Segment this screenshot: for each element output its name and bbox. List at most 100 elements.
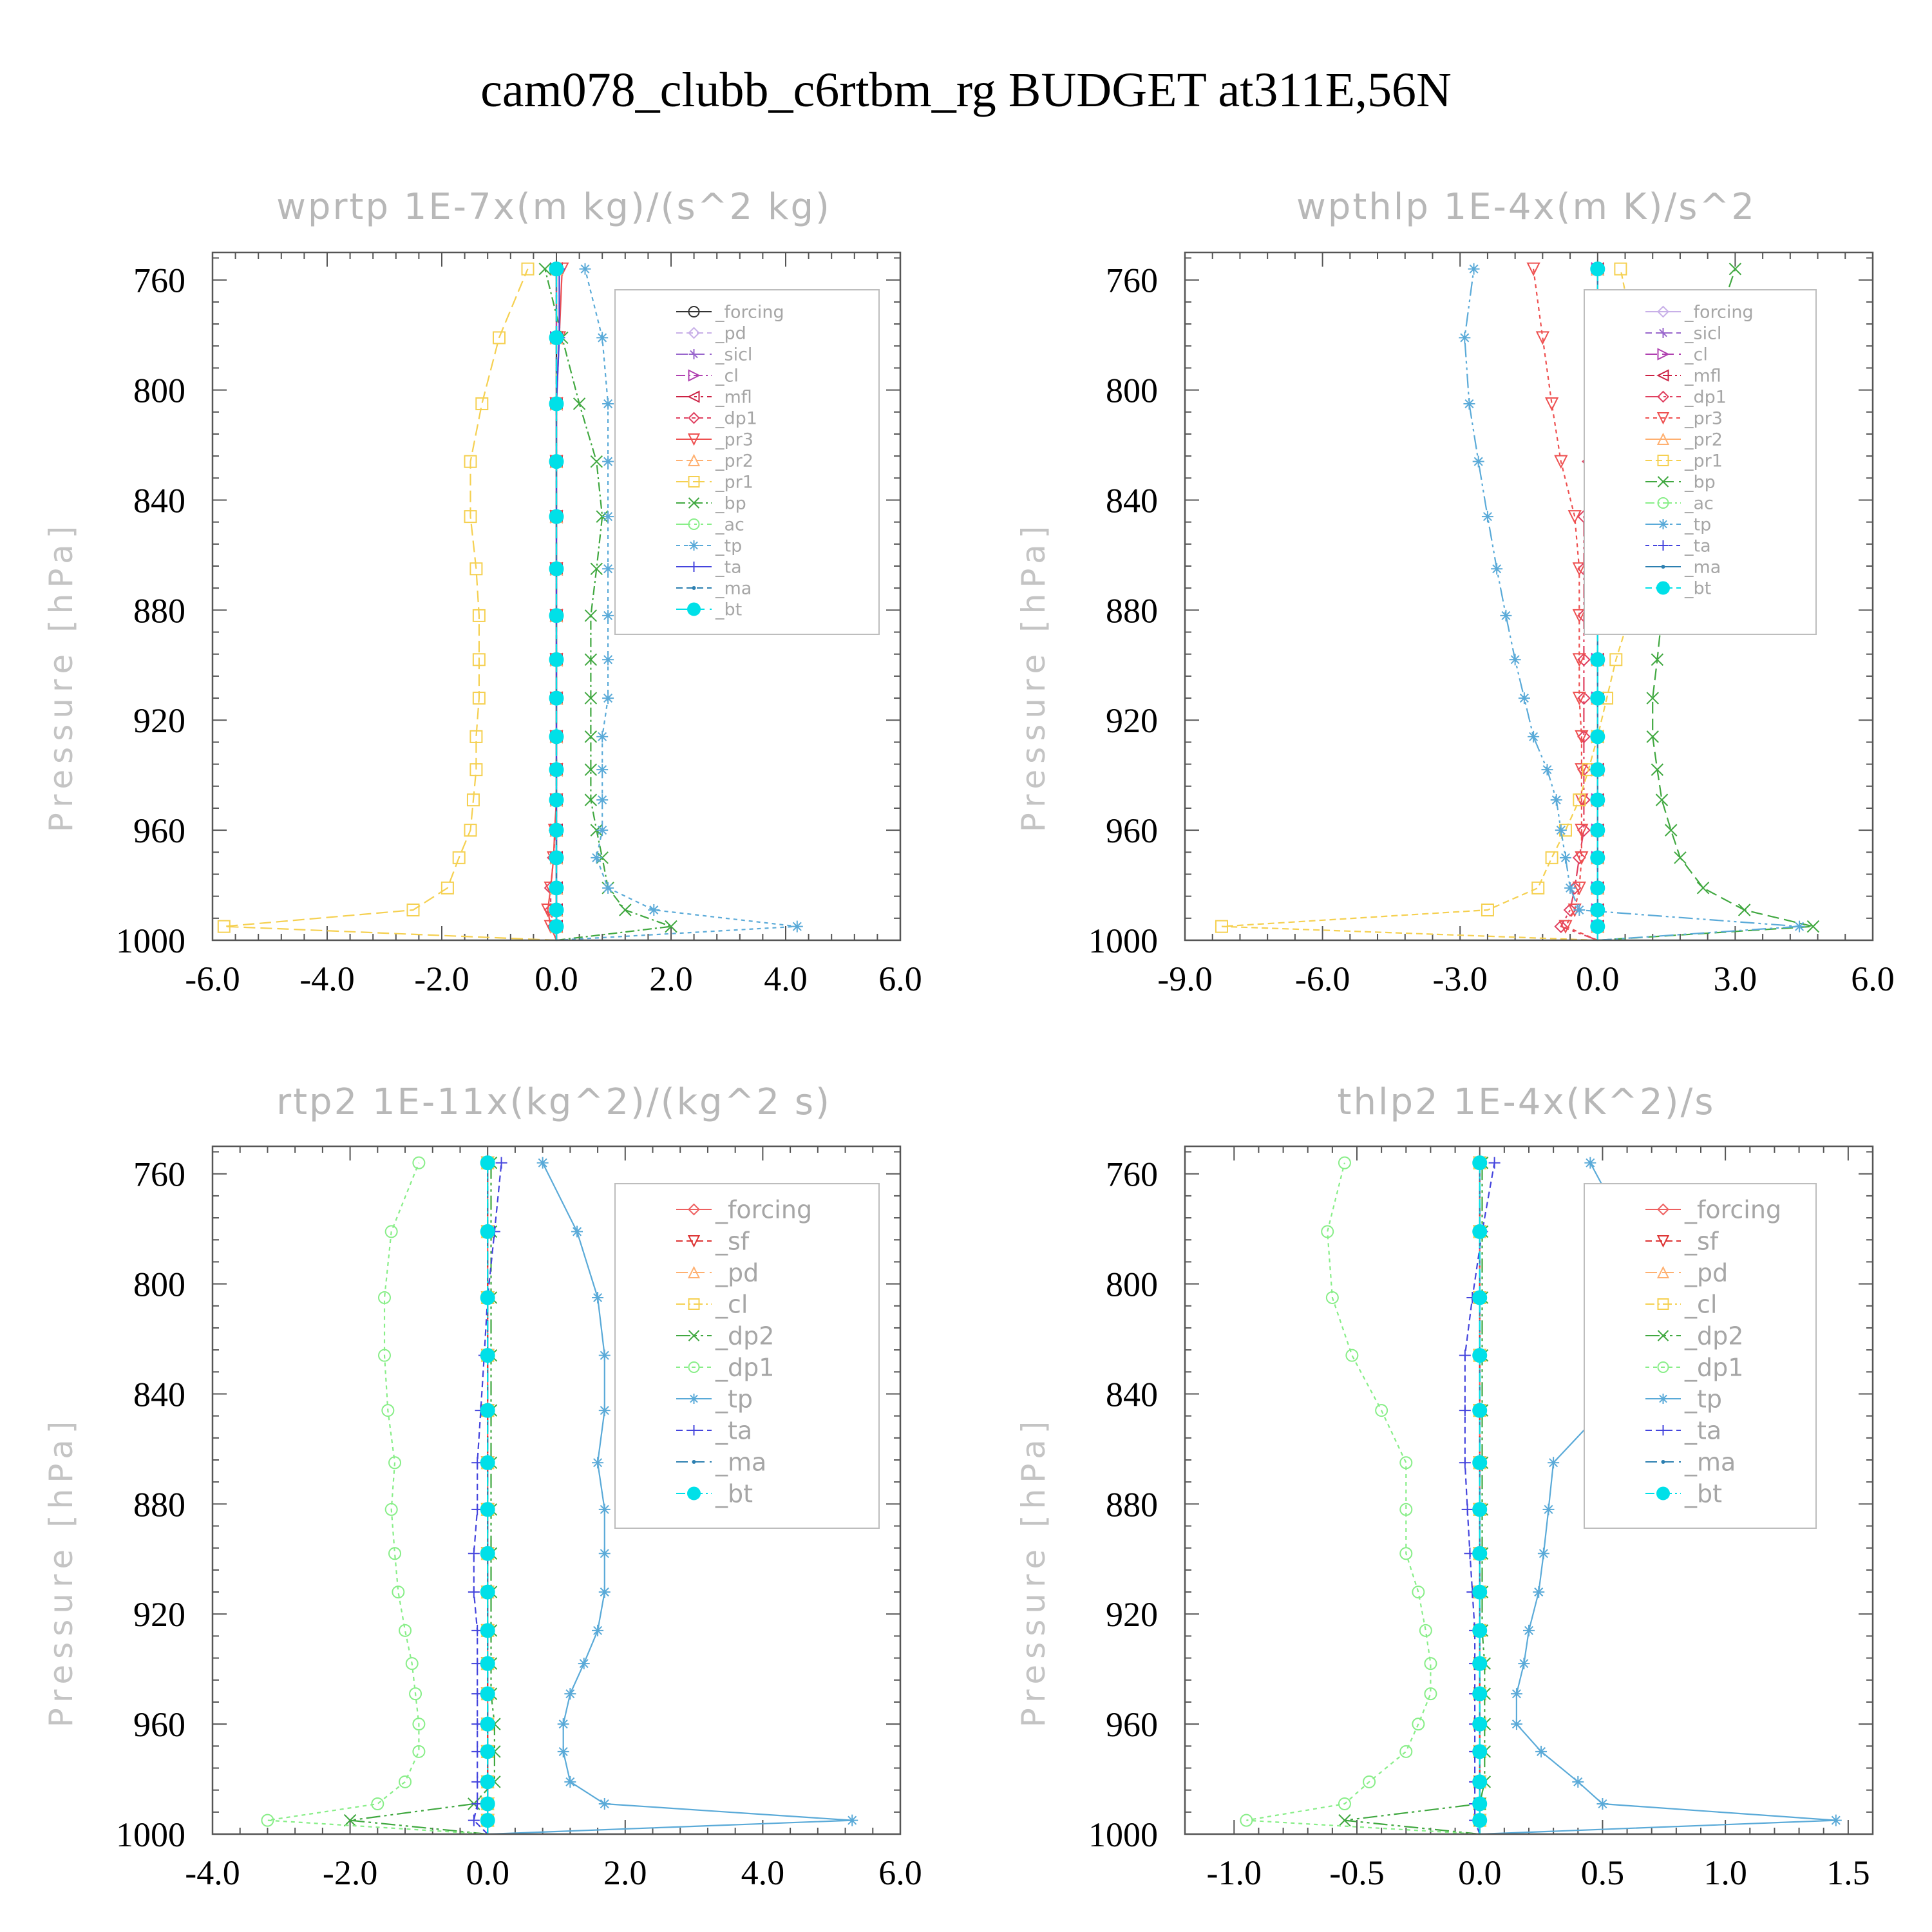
series-point (1575, 763, 1589, 777)
legend-entry: _mfl (715, 388, 752, 408)
legend-marker (1656, 1486, 1670, 1501)
series-point (388, 1456, 402, 1470)
legend-marker (692, 586, 696, 590)
series-point (536, 1157, 549, 1169)
legend-marker (1656, 581, 1670, 595)
series-line (1597, 269, 1814, 942)
legend-entry: _tp (715, 536, 742, 556)
figure-title: cam078_clubb_c6rtbm_rg BUDGET at311E,56N (480, 63, 1452, 117)
legend-marker (1656, 432, 1670, 445)
legend-entry: _dp2 (715, 1322, 774, 1350)
series-point (1535, 331, 1549, 345)
series-point (521, 262, 535, 276)
x-tick-label: -2.0 (414, 960, 469, 998)
series-point (1559, 851, 1571, 864)
series-point (1472, 1656, 1488, 1671)
series-point (469, 730, 483, 743)
legend-box (1584, 289, 1817, 635)
series-point (602, 563, 614, 575)
series-point (480, 1290, 495, 1305)
series-point (1472, 1716, 1488, 1732)
legend-entry: _ac (1684, 494, 1714, 514)
series-point (538, 262, 551, 276)
series-point (1399, 1547, 1413, 1560)
series-point (392, 1586, 405, 1599)
series-point (1518, 692, 1530, 705)
y-tick-label: 760 (133, 261, 185, 300)
y-tick-label: 920 (1106, 701, 1158, 740)
legend-entry: _ta (1684, 1417, 1721, 1445)
series-point (1558, 920, 1573, 934)
panel-title: rtp2 1E-11x(kg^2)/(kg^2 s) (276, 1081, 831, 1123)
series-point (480, 1403, 495, 1418)
series-point (1590, 729, 1605, 744)
series-point (1542, 1503, 1555, 1515)
legend-entry: _bt (1684, 1480, 1722, 1508)
x-tick-label: 6.0 (878, 960, 922, 998)
series-point (592, 1291, 604, 1303)
series-point (598, 1503, 611, 1515)
series-point (440, 881, 454, 895)
series-point (846, 1814, 858, 1826)
series-point (1472, 1502, 1488, 1517)
legend-entry: _sicl (715, 345, 752, 365)
series-point (1567, 881, 1582, 895)
series-point (1472, 1224, 1488, 1239)
series-point (1472, 1455, 1488, 1470)
series-point (573, 397, 586, 410)
y-axis-label: Pressure [hPa] (43, 1416, 80, 1728)
series-point (1830, 1814, 1842, 1826)
series-point (1481, 511, 1493, 523)
series-point (1375, 1404, 1388, 1417)
series-point (1472, 1744, 1488, 1759)
legend: _forcing _sf _pd _cl _dp2 _dp1 _tp _ta _ma _bt (1584, 1183, 1817, 1529)
legend-marker (1658, 519, 1669, 529)
legend-entry: _mfl (1684, 366, 1721, 386)
legend-marker (1657, 1298, 1669, 1310)
y-tick-label: 800 (1106, 1265, 1158, 1304)
series-point (1528, 730, 1540, 743)
series-point (1533, 1586, 1545, 1598)
series-point (409, 1687, 422, 1701)
series-point (469, 763, 483, 777)
series-point (1575, 824, 1589, 838)
legend-marker (688, 349, 699, 359)
legend-marker (1657, 390, 1669, 403)
legend-marker (1657, 455, 1669, 466)
series-point (480, 1455, 495, 1470)
series-point (1590, 690, 1605, 706)
series-point (596, 764, 609, 776)
legend-entry: _pd (1684, 1259, 1728, 1287)
panel-wprtp: wprtp 1E-7x(m kg)/(s^2 kg) Pressure [hPa… (43, 186, 922, 998)
legend-marker (688, 1298, 700, 1310)
series-point (549, 261, 564, 277)
y-axis-label: Pressure [hPa] (1015, 1416, 1052, 1728)
x-tick-label: -2.0 (323, 1853, 377, 1892)
series-point (1646, 730, 1659, 743)
series-point (1651, 763, 1664, 776)
legend-entry: _forcing (1684, 1196, 1781, 1224)
series-point (598, 1798, 611, 1810)
series-point (549, 330, 564, 345)
legend-entry: _ma (715, 579, 752, 599)
legend-marker (687, 1486, 701, 1501)
series-point (598, 1349, 611, 1361)
series-point (564, 1688, 576, 1700)
series-point (1541, 764, 1553, 776)
legend-marker (687, 602, 701, 616)
legend-marker (687, 390, 700, 403)
series-point (590, 455, 603, 468)
series-point (464, 455, 477, 468)
y-tick-label: 1000 (116, 922, 185, 960)
series-point (590, 562, 603, 575)
series-point (1590, 919, 1605, 934)
series-point (452, 851, 466, 864)
series-point (584, 793, 598, 806)
y-tick-label: 880 (133, 1485, 185, 1524)
y-tick-label: 1000 (116, 1815, 185, 1854)
series-point (549, 509, 564, 524)
series-point (1563, 903, 1577, 917)
series-line (1246, 1162, 1480, 1835)
x-tick-label: -0.5 (1329, 1853, 1384, 1892)
